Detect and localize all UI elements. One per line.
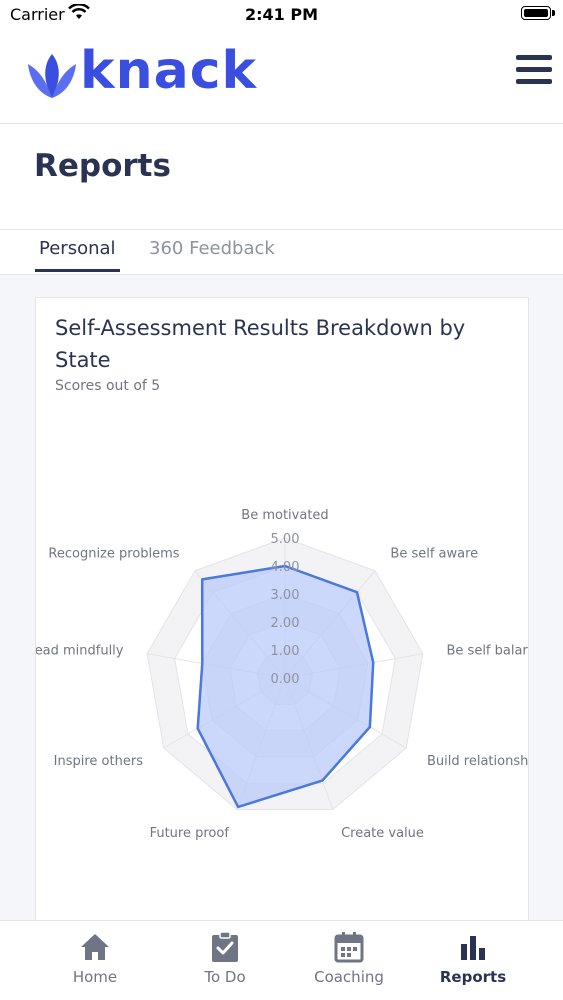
- report-tabs: Personal 360 Feedback: [0, 229, 563, 275]
- status-bar: Carrier 2:41 PM: [0, 0, 563, 30]
- nav-reports-label: Reports: [439, 968, 507, 986]
- radar-category-label: Be self balar: [447, 644, 529, 659]
- radar-category-label: Be motivated: [241, 508, 328, 523]
- app-header: knack: [0, 30, 563, 124]
- nav-coaching[interactable]: Coaching: [299, 929, 399, 986]
- radar-category-label: ead mindfully: [36, 644, 124, 659]
- nav-todo[interactable]: To Do: [175, 929, 275, 986]
- menu-bar-icon: [516, 55, 552, 60]
- main-content: Self-Assessment Results Breakdown by Sta…: [0, 275, 563, 920]
- logo-wordmark: knack: [80, 41, 258, 101]
- bottom-nav: Home To Do Coaching: [0, 920, 563, 1000]
- home-icon: [45, 929, 145, 965]
- radar-category-label: Be self aware: [390, 546, 478, 561]
- menu-bar-icon: [516, 67, 552, 72]
- radar-tick-label: 0.00: [271, 672, 300, 687]
- nav-home-label: Home: [72, 968, 118, 986]
- radar-tick-label: 4.00: [271, 560, 300, 575]
- status-time: 2:41 PM: [244, 5, 318, 24]
- radar-series-area: [196, 564, 375, 809]
- clipboard-check-icon: [175, 929, 275, 965]
- radar-tick-label: 5.00: [271, 532, 300, 547]
- nav-todo-label: To Do: [204, 968, 246, 986]
- radar-category-label: Inspire others: [54, 754, 144, 769]
- knack-logo-icon: [28, 54, 76, 98]
- tab-personal[interactable]: Personal: [35, 238, 120, 272]
- wifi-icon: [68, 3, 90, 24]
- nav-home[interactable]: Home: [45, 929, 145, 986]
- radar-chart: 0.00 1.00 2.00 3.00 4.00 5.00 Be motivated Be s…: [36, 508, 529, 841]
- radar-tick-label: 1.00: [271, 644, 300, 659]
- nav-reports[interactable]: Reports: [423, 929, 523, 986]
- tab-360-feedback[interactable]: 360 Feedback: [149, 238, 275, 259]
- card-title: Self-Assessment Results Breakdown by Sta…: [55, 316, 466, 372]
- radar-category-label: Create value: [341, 826, 424, 841]
- hamburger-menu-button[interactable]: [516, 55, 552, 87]
- battery-icon: [521, 6, 555, 20]
- radar-tick-label: 2.00: [271, 616, 300, 631]
- calendar-icon: [299, 929, 399, 965]
- report-card: Self-Assessment Results Breakdown by Sta…: [35, 297, 529, 920]
- nav-coaching-label: Coaching: [314, 968, 384, 986]
- radar-category-label: Recognize problems: [48, 546, 179, 561]
- page-title: Reports: [34, 148, 171, 184]
- menu-bar-icon: [516, 79, 552, 84]
- radar-category-label: Future proof: [150, 826, 230, 841]
- bar-chart-icon: [423, 929, 523, 965]
- radar-category-label: Build relationsh: [427, 754, 528, 769]
- radar-tick-label: 3.00: [271, 588, 300, 603]
- card-subtitle: Scores out of 5: [55, 378, 161, 394]
- carrier-label: Carrier: [10, 5, 65, 24]
